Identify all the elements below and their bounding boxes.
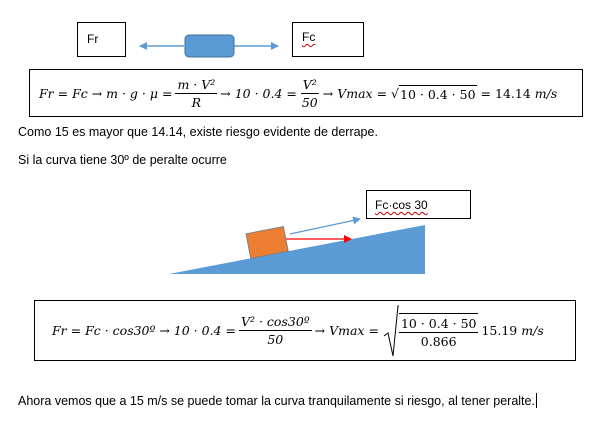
eq1-fraction-2: V² 50 (300, 77, 320, 110)
eq2-fraction-1: V² · cos30º 50 (238, 314, 312, 347)
eq2-sqrt-numerator: 10 · 0.4 · 50 (398, 315, 479, 333)
paragraph-3-text: Ahora vemos que a 15 m/s se puede tomar … (18, 394, 535, 408)
block-on-ramp (245, 226, 289, 259)
force-label-box: Fc·cos 30 (366, 190, 471, 219)
fc-label: Fc (302, 30, 316, 44)
eq2-part3: 15.19 (481, 323, 518, 338)
eq2-sqrt-fraction: 10 · 0.4 · 50 0.866 (398, 312, 479, 349)
text-cursor (535, 393, 537, 408)
force-diagram-horizontal (139, 34, 279, 58)
eq1-frac2-numerator: V² (300, 76, 319, 94)
eq1-frac1-denominator: R (191, 94, 202, 110)
eq1-fraction-1: m · V² R (175, 76, 218, 110)
eq1-frac2-denominator: 50 (301, 94, 318, 110)
eq1-part3: → Vmax = (322, 85, 388, 101)
eq1-part4: = 14.14 (480, 85, 531, 101)
paragraph-3: Ahora vemos que a 15 m/s se puede tomar … (18, 393, 537, 408)
eq2-unit: m/s (521, 323, 544, 338)
car-block (184, 34, 235, 58)
fr-label: Fr (87, 32, 99, 46)
eq2-sqrt-denominator: 0.866 (420, 333, 457, 349)
parallel-force-arrow (289, 216, 361, 235)
fc-label-box: Fc (292, 22, 364, 57)
eq1-unit: m/s (534, 85, 558, 101)
ramp (169, 225, 425, 274)
equation-1: Fr = Fc → m · g · μ = m · V² R → 10 · 0.… (39, 70, 557, 116)
paragraph-1: Como 15 es mayor que 14.14, existe riesg… (18, 125, 378, 139)
eq1-part1: Fr = Fc → m · g · μ = (39, 85, 173, 101)
sqrt-symbol: √ (391, 85, 400, 101)
equation-box-2: Fr = Fc · cos30º → 10 · 0.4 = V² · cos30… (34, 300, 576, 361)
banked-curve-diagram (169, 216, 425, 274)
equation-box-1: Fr = Fc → m · g · μ = m · V² R → 10 · 0.… (29, 69, 583, 117)
eq2-frac1-numerator: V² · cos30º (238, 314, 312, 331)
eq1-sqrt-content: 10 · 0.4 · 50 (399, 84, 477, 102)
equation-2: Fr = Fc · cos30º → 10 · 0.4 = V² · cos30… (52, 301, 544, 360)
eq2-frac1-denominator: 50 (267, 332, 284, 347)
big-sqrt-icon (383, 305, 399, 356)
eq1-part2: → 10 · 0.4 = (220, 85, 297, 101)
force-label: Fc·cos 30 (375, 198, 428, 212)
eq2-part1: Fr = Fc · cos30º → 10 · 0.4 = (52, 323, 236, 338)
eq2-part2: → Vmax = (314, 323, 379, 338)
paragraph-2: Si la curva tiene 30º de peralte ocurre (18, 153, 227, 167)
eq1-frac1-numerator: m · V² (175, 76, 218, 94)
fr-label-box: Fr (77, 22, 126, 57)
